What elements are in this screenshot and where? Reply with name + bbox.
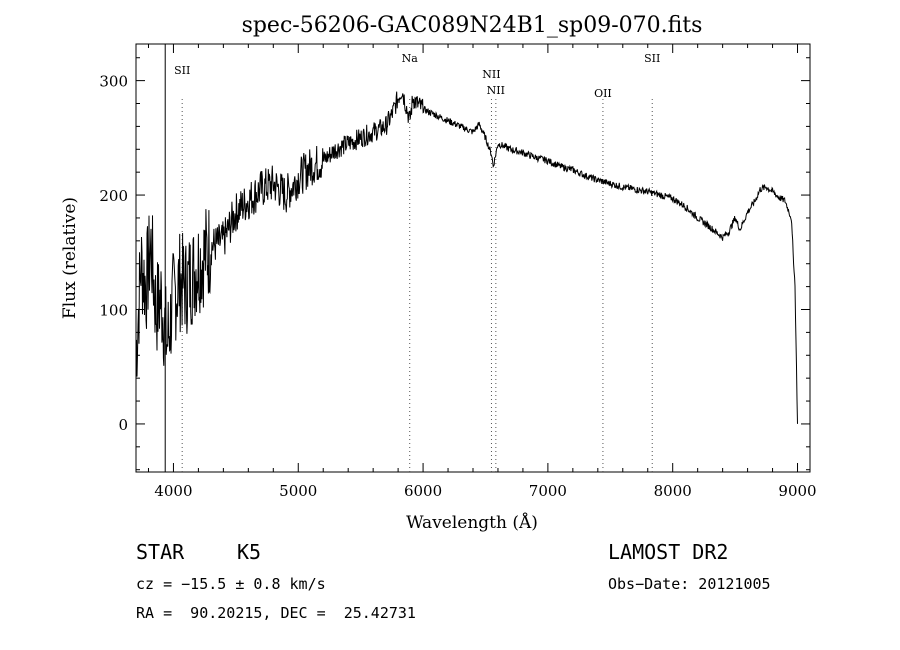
- x-tick-label: 7000: [529, 482, 567, 500]
- axis-ticks: 4000 5000 6000 7000 8000 9000 0 100 200 300: [99, 44, 817, 500]
- line-markers: SII Na NII NII OII SII: [164, 44, 660, 472]
- x-tick-label: 4000: [154, 482, 192, 500]
- y-axis-label: Flux (relative): [60, 197, 80, 319]
- y-tick-label: 300: [99, 73, 128, 91]
- y-tick-label: 0: [118, 416, 128, 434]
- line-marker-label: SII: [174, 64, 190, 77]
- x-tick-label: 6000: [404, 482, 442, 500]
- line-marker-label: NII: [482, 68, 500, 81]
- line-marker-label: SII: [644, 52, 660, 65]
- object-subclass: K5: [237, 540, 262, 564]
- line-marker-label: NII: [487, 84, 505, 97]
- y-tick-label: 100: [99, 301, 128, 319]
- survey-name: LAMOST DR2: [608, 540, 729, 564]
- observation-date: Obs−Date: 20121005: [608, 575, 771, 593]
- y-tick-label: 200: [99, 187, 128, 205]
- x-tick-label: 9000: [778, 482, 816, 500]
- object-class: STAR: [136, 540, 185, 564]
- x-axis-label: Wavelength (Å): [406, 512, 538, 533]
- plot-frame: [135, 43, 811, 473]
- x-tick-label: 8000: [654, 482, 692, 500]
- x-tick-label: 5000: [279, 482, 317, 500]
- coordinates: RA = 90.20215, DEC = 25.42731: [136, 604, 416, 622]
- spectrum-line: [135, 91, 798, 424]
- redshift-value: cz = −15.5 ± 0.8 km/s: [136, 575, 326, 593]
- line-marker-label: OII: [594, 87, 612, 100]
- chart-title: spec-56206-GAC089N24B1_sp09-070.fits: [242, 13, 703, 38]
- line-marker-label: Na: [402, 52, 419, 65]
